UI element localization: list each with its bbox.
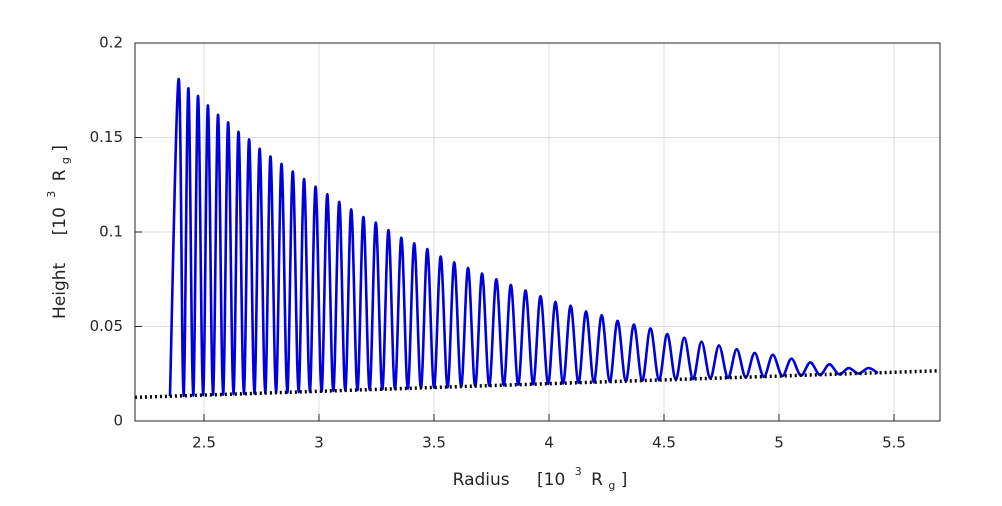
y-tick-label: 0.05 bbox=[90, 317, 123, 335]
x-tick-label: 3 bbox=[314, 434, 324, 452]
x-tick-label: 2.5 bbox=[192, 434, 216, 452]
x-tick-label: 3.5 bbox=[422, 434, 446, 452]
trajectory-line bbox=[168, 77, 879, 398]
x-tick-label: 5 bbox=[774, 434, 784, 452]
x-axis-label: Radius [10 3 R g ] bbox=[453, 462, 628, 496]
x-label-sym: R bbox=[591, 470, 603, 490]
x-label-close: ] bbox=[621, 470, 628, 490]
x-tick-label: 4.5 bbox=[652, 434, 676, 452]
dotted-line bbox=[134, 368, 941, 400]
x-label-exp: 3 bbox=[575, 465, 582, 478]
y-label-unit: [10 bbox=[50, 207, 70, 235]
y-label-name: Height bbox=[50, 262, 70, 319]
x-tick-label: 5.5 bbox=[882, 434, 906, 452]
y-tick-label: 0.15 bbox=[90, 128, 123, 146]
y-tick-label: 0 bbox=[113, 412, 123, 430]
y-label-sym: R bbox=[50, 169, 70, 181]
y-tick-label: 0.1 bbox=[99, 223, 123, 241]
x-label-sub: g bbox=[608, 479, 615, 492]
x-label-unit: [10 bbox=[537, 470, 565, 490]
y-label-exp: 3 bbox=[45, 191, 58, 198]
y-tick-label: 0.2 bbox=[99, 34, 123, 52]
x-tick-label: 4 bbox=[544, 434, 554, 452]
x-label-name: Radius bbox=[453, 470, 510, 490]
y-axis-label: Height [10 3 R g ] bbox=[42, 145, 76, 319]
y-label-sub: g bbox=[59, 157, 72, 164]
plot-frame bbox=[134, 42, 941, 422]
y-label-close: ] bbox=[50, 145, 70, 152]
